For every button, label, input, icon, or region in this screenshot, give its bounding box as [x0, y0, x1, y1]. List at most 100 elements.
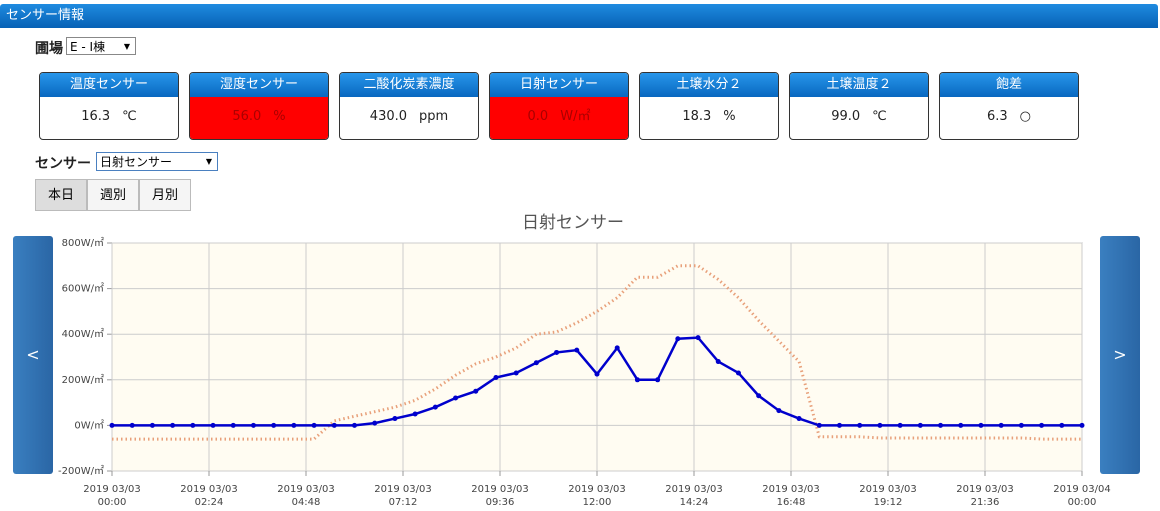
data-point	[857, 422, 863, 428]
data-point	[796, 416, 802, 422]
y-tick-label: 800W/㎡	[62, 237, 104, 249]
card-value-row: 56.0%	[190, 97, 328, 139]
chart-title: 日射センサー	[522, 213, 624, 233]
sensor-card: 温度センサー 16.3 ℃	[39, 72, 179, 140]
next-button[interactable]: >	[1100, 236, 1140, 474]
data-point	[594, 371, 600, 377]
data-point	[412, 411, 418, 417]
data-point	[230, 422, 236, 428]
x-tick-label: 2019 03/03 19:12	[859, 484, 917, 508]
data-point	[1018, 422, 1024, 428]
data-point	[715, 359, 721, 365]
data-point	[473, 388, 479, 394]
data-point	[877, 422, 883, 428]
card-value-row: 0.0 W/㎡	[490, 97, 628, 139]
range-button[interactable]: 月別	[139, 179, 191, 211]
range-buttons: 本日 週別 月別	[35, 179, 191, 211]
data-point	[735, 370, 741, 376]
x-tick-label: 2019 03/03 02:24	[180, 484, 238, 508]
card-unit: W/㎡	[560, 109, 591, 124]
card-name: 二酸化炭素濃度	[340, 73, 478, 97]
sensor-card: 飽差 6.3 ○	[939, 72, 1079, 140]
data-point	[533, 360, 539, 366]
data-point	[250, 422, 256, 428]
card-value-row: 6.3 ○	[940, 97, 1078, 139]
data-point	[837, 422, 842, 428]
x-tick-label: 2019 03/03 00:00	[83, 484, 141, 508]
x-tick-label: 2019 03/03 12:00	[568, 484, 626, 508]
data-point	[352, 422, 357, 428]
data-point	[574, 347, 580, 353]
data-point	[938, 422, 944, 428]
card-value: 56.0	[232, 109, 262, 124]
data-point	[1079, 422, 1085, 428]
card-unit: ℃	[872, 109, 887, 124]
card-value-row: 99.0 ℃	[790, 97, 928, 139]
data-point	[190, 422, 196, 428]
card-value: 99.0	[831, 109, 861, 124]
x-tick-label: 2019 03/03 16:48	[762, 484, 820, 508]
card-unit: %	[723, 109, 736, 124]
card-name: 土壌水分２	[640, 73, 778, 97]
card-value: 6.3	[986, 109, 1008, 124]
x-tick-label: 2019 03/04 00:00	[1053, 484, 1111, 508]
data-point	[695, 335, 701, 341]
data-point	[554, 349, 560, 355]
data-point	[291, 422, 297, 428]
sensor-card: 二酸化炭素濃度 430.0 ppm	[339, 72, 479, 140]
y-tick-label: 0W/㎡	[74, 419, 104, 431]
farm-label: 圃場	[35, 41, 63, 57]
data-point	[917, 422, 923, 428]
data-point	[453, 395, 459, 401]
data-point	[513, 370, 519, 376]
x-tick-label: 2019 03/03 07:12	[374, 484, 432, 508]
data-point	[1059, 422, 1065, 428]
card-unit: ℃	[122, 109, 137, 124]
data-point	[109, 422, 115, 428]
prev-button[interactable]: <	[13, 236, 53, 474]
sensor-card: 日射センサー 0.0 W/㎡	[489, 72, 629, 140]
sensor-card: 湿度センサー 56.0%	[189, 72, 329, 140]
data-point	[271, 422, 277, 428]
data-point	[493, 375, 499, 381]
card-value-row: 18.3%	[640, 97, 778, 139]
y-tick-label: 600W/㎡	[62, 283, 104, 295]
data-point	[392, 416, 398, 422]
data-point	[655, 377, 661, 383]
sensor-select[interactable]: 日射センサー	[96, 152, 218, 171]
data-point	[210, 422, 216, 428]
card-name: 日射センサー	[490, 73, 628, 97]
x-tick-label: 2019 03/03 09:36	[471, 484, 529, 508]
data-point	[614, 345, 620, 351]
card-name: 温度センサー	[40, 73, 178, 97]
card-unit: ppm	[419, 109, 449, 124]
card-value: 430.0	[369, 109, 408, 124]
data-point	[311, 422, 317, 428]
data-point	[897, 422, 903, 428]
data-point	[634, 377, 640, 383]
card-name: 土壌温度２	[790, 73, 928, 97]
range-button[interactable]: 本日	[35, 179, 87, 211]
data-point	[978, 422, 984, 428]
data-point	[372, 420, 378, 426]
x-tick-label: 2019 03/03 04:48	[277, 484, 335, 508]
card-value-row: 430.0 ppm	[340, 97, 478, 139]
card-value: 18.3	[682, 109, 712, 124]
card-value: 0.0	[527, 109, 549, 124]
y-tick-label: 400W/㎡	[62, 328, 104, 340]
range-button[interactable]: 週別	[87, 179, 139, 211]
card-unit: ○	[1019, 109, 1032, 124]
x-tick-label: 2019 03/03 14:24	[665, 484, 723, 508]
data-point	[331, 422, 337, 428]
data-point	[149, 422, 155, 428]
card-value: 16.3	[81, 109, 111, 124]
data-point	[170, 422, 176, 428]
sensor-card: 土壌温度２ 99.0 ℃	[789, 72, 929, 140]
x-tick-label: 2019 03/03 21:36	[956, 484, 1014, 508]
card-name: 飽差	[940, 73, 1078, 97]
farm-select[interactable]: E - I棟	[66, 37, 136, 55]
sensor-card: 土壌水分２ 18.3%	[639, 72, 779, 140]
data-point	[1039, 422, 1045, 428]
